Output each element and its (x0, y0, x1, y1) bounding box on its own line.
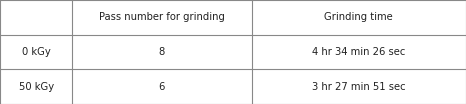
Bar (72, 0, 252, 35)
Bar (252, 69, 466, 104)
Text: 4 hr 34 min 26 sec: 4 hr 34 min 26 sec (312, 47, 405, 57)
Text: 3 hr 27 min 51 sec: 3 hr 27 min 51 sec (312, 82, 405, 92)
Text: 50 kGy: 50 kGy (19, 82, 54, 92)
Bar (72, 35, 252, 69)
Bar (0, 0, 72, 35)
Text: 8: 8 (159, 47, 165, 57)
Text: Grinding time: Grinding time (324, 12, 393, 22)
Bar (0, 69, 72, 104)
Bar (252, 0, 466, 35)
Bar (72, 69, 252, 104)
Text: Pass number for grinding: Pass number for grinding (99, 12, 225, 22)
Text: 6: 6 (159, 82, 165, 92)
Bar (252, 35, 466, 69)
Text: 0 kGy: 0 kGy (22, 47, 50, 57)
Bar (0, 35, 72, 69)
